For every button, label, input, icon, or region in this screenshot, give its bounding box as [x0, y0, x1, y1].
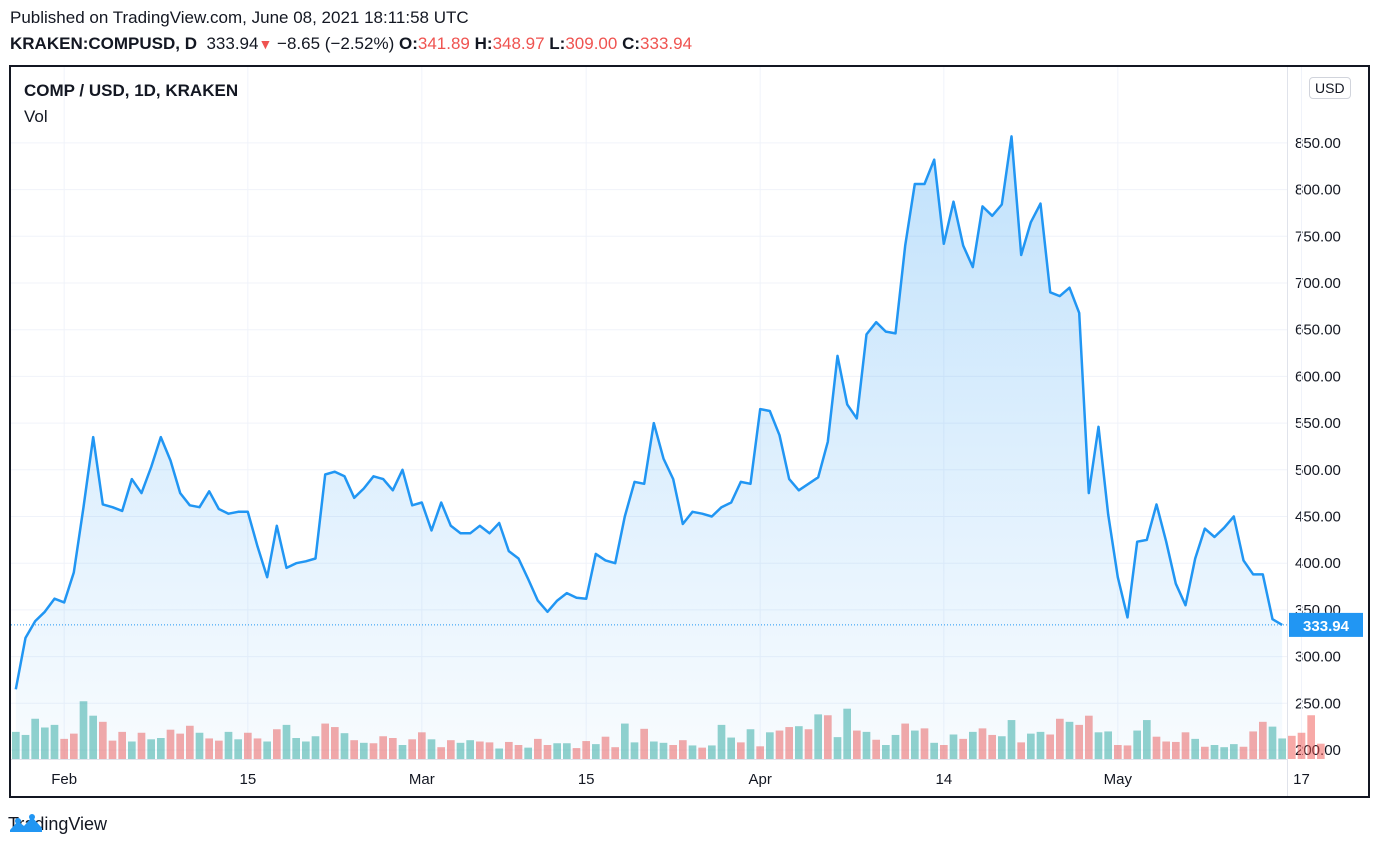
y-tick-label: 650.00: [1295, 322, 1341, 339]
x-tick-label: Feb: [51, 771, 77, 788]
y-tick-label: 800.00: [1295, 182, 1341, 199]
x-tick-label: 15: [239, 771, 256, 788]
y-tick-label: 550.00: [1295, 415, 1341, 432]
low-value: 309.00: [565, 34, 618, 53]
close-label: C:: [622, 34, 641, 53]
symbol-label[interactable]: KRAKEN:COMPUSD, D: [10, 34, 197, 53]
y-tick-label: 300.00: [1295, 649, 1341, 666]
y-tick-label: 750.00: [1295, 228, 1341, 245]
last-price: 333.94: [206, 34, 259, 53]
low-label: L:: [549, 34, 566, 53]
x-tick-label: Apr: [748, 771, 771, 788]
close-value: 333.94: [640, 34, 693, 53]
y-tick-label: 450.00: [1295, 509, 1341, 526]
y-tick-label: 250.00: [1295, 695, 1341, 712]
price-chart[interactable]: 200.00250.00300.00350.00400.00450.00500.…: [11, 67, 1370, 798]
x-tick-label: Mar: [409, 771, 435, 788]
open-value: 341.89: [417, 34, 470, 53]
down-triangle-icon: ▼: [258, 36, 273, 52]
price-change: −8.65 (−2.52%): [277, 34, 395, 53]
volume-bar: [1288, 735, 1296, 759]
y-tick-label: 400.00: [1295, 555, 1341, 572]
x-tick-label: 15: [578, 771, 595, 788]
volume-bar: [1297, 732, 1306, 759]
y-tick-label: 500.00: [1295, 462, 1341, 479]
y-tick-label: 700.00: [1295, 275, 1341, 292]
open-label: O:: [398, 34, 418, 53]
chart-legend-title[interactable]: COMP / USD, 1D, KRAKEN: [24, 81, 239, 100]
x-tick-label: 14: [935, 771, 952, 788]
tradingview-logo-icon: [10, 814, 42, 832]
volume-bar: [1307, 715, 1315, 759]
last-price-tag: [1289, 612, 1363, 637]
volume-bar: [1317, 743, 1325, 759]
footer-brand[interactable]: TradingView: [8, 814, 107, 835]
price-area-fill: [15, 136, 1283, 759]
x-tick-label: 17: [1293, 771, 1310, 788]
y-tick-label: 850.00: [1295, 135, 1341, 152]
price-line: [14, 135, 1283, 690]
chart-frame[interactable]: 200.00250.00300.00350.00400.00450.00500.…: [9, 65, 1370, 798]
currency-button[interactable]: USD: [1309, 77, 1351, 99]
last-price-label: 333.94: [1303, 618, 1350, 635]
volume-legend[interactable]: Vol: [24, 107, 48, 126]
high-label: H:: [474, 34, 493, 53]
published-note: Published on TradingView.com, June 08, 2…: [10, 8, 469, 27]
x-tick-label: May: [1104, 771, 1133, 788]
high-value: 348.97: [492, 34, 545, 53]
quote-bar: KRAKEN:COMPUSD, D 333.94▼ −8.65 (−2.52%)…: [10, 34, 692, 54]
y-tick-label: 600.00: [1295, 368, 1341, 385]
